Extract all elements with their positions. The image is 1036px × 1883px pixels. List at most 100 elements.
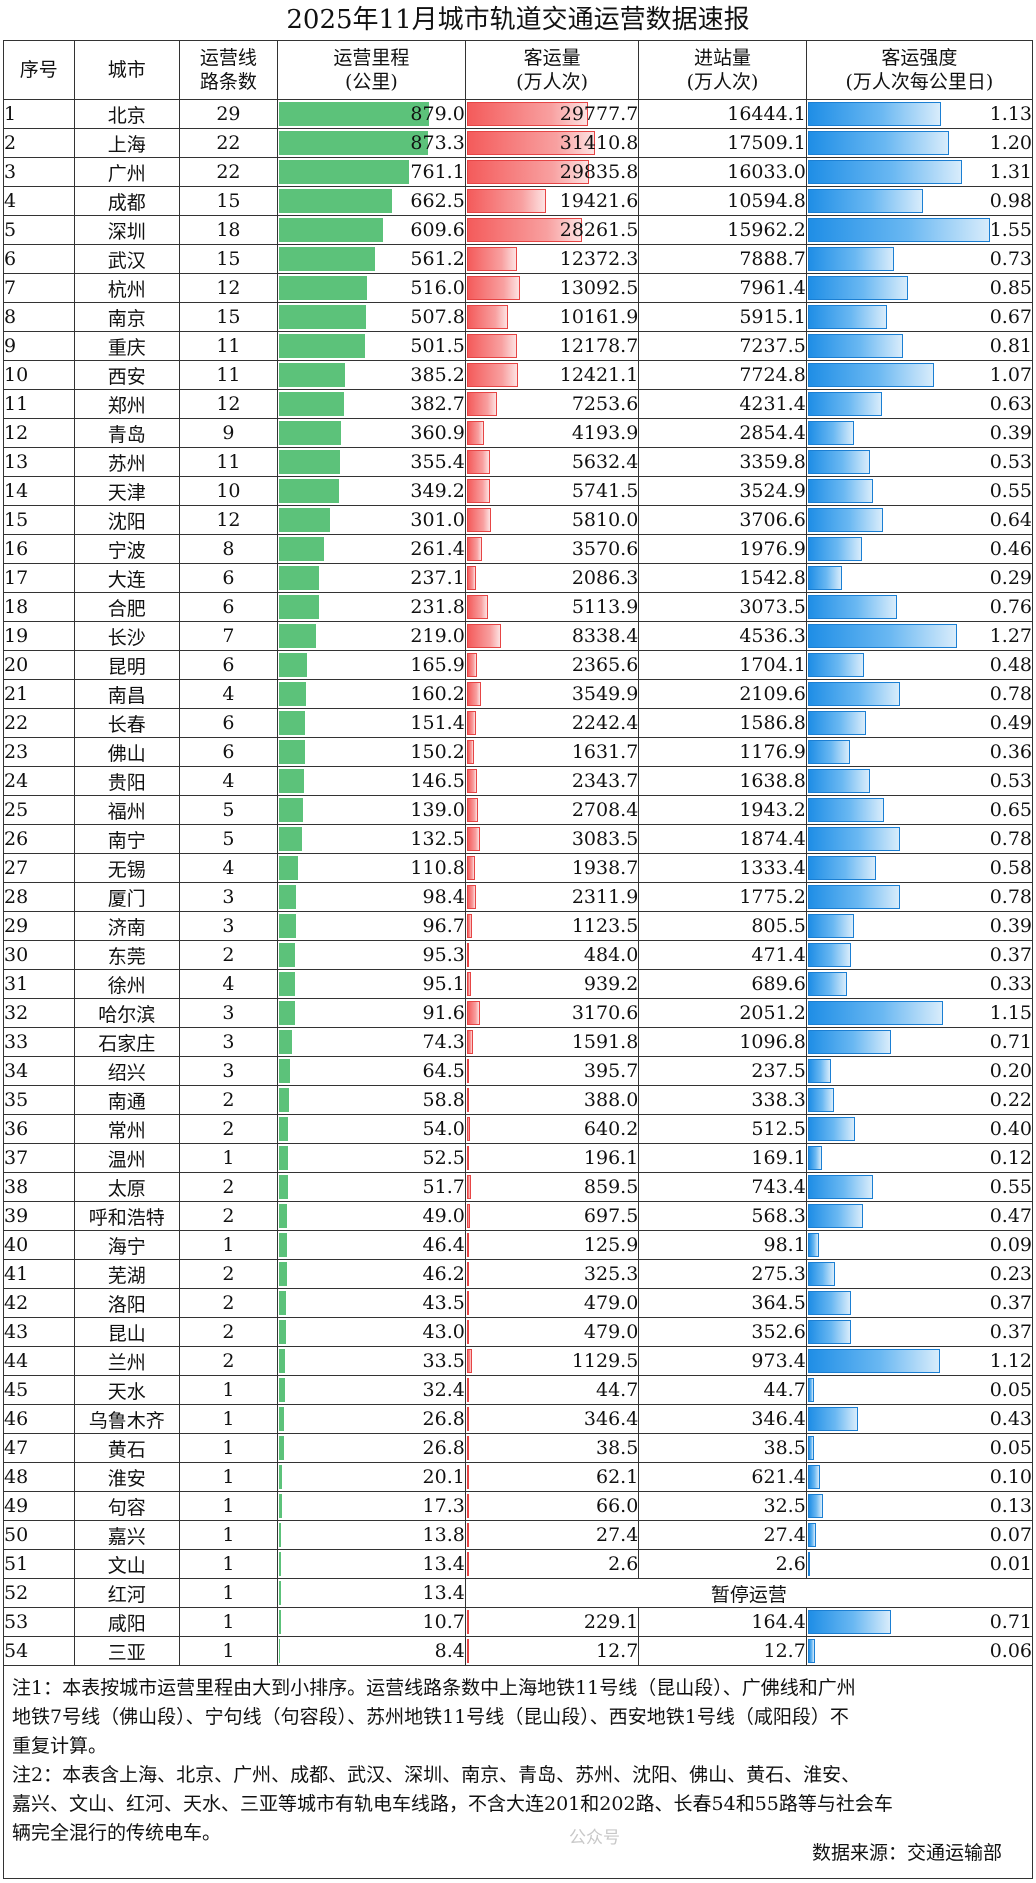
ridership-bar (466, 1001, 480, 1025)
km-value: 32.4 (422, 1379, 465, 1401)
row-index: 21 (3, 679, 75, 709)
row-city: 南通 (73, 1085, 180, 1115)
intensity-value: 1.13 (989, 103, 1032, 125)
intensity-value: 0.63 (989, 393, 1032, 415)
row-km: 382.7 (276, 389, 466, 419)
row-km: 54.0 (276, 1114, 466, 1144)
ridership-bar (466, 798, 478, 822)
ridership-bar (466, 1262, 469, 1286)
row-entries: 1943.2 (638, 795, 807, 825)
row-km: 349.2 (276, 476, 466, 506)
km-value: 26.8 (422, 1437, 465, 1459)
row-entries: 512.5 (638, 1114, 807, 1144)
row-lines: 7 (178, 621, 278, 651)
row-entries: 32.5 (638, 1491, 807, 1521)
row-entries: 805.5 (638, 911, 807, 941)
km-value: 43.0 (422, 1321, 465, 1343)
row-ridership: 2311.9 (464, 882, 640, 912)
row-index: 34 (3, 1056, 75, 1086)
row-entries: 1096.8 (638, 1027, 807, 1057)
row-intensity: 0.22 (805, 1085, 1034, 1115)
intensity-value: 0.23 (989, 1263, 1032, 1285)
table-row: 16 宁波 8 261.4 3570.6 1976.9 0.46 (3, 534, 1034, 564)
row-ridership: 395.7 (464, 1056, 640, 1086)
intensity-value: 1.20 (989, 132, 1032, 154)
intensity-value: 0.43 (989, 1408, 1032, 1430)
row-city: 北京 (73, 99, 180, 129)
row-lines: 1 (178, 1143, 278, 1173)
intensity-bar (807, 1610, 891, 1634)
row-city: 太原 (73, 1172, 180, 1202)
row-intensity: 1.31 (805, 157, 1034, 187)
ridership-bar (466, 1407, 469, 1431)
intensity-bar (807, 653, 864, 677)
row-ridership: 1123.5 (464, 911, 640, 941)
row-ridership: 5113.9 (464, 592, 640, 622)
row-lines: 4 (178, 853, 278, 883)
km-value: 360.9 (410, 422, 465, 444)
intensity-value: 0.20 (989, 1060, 1032, 1082)
row-intensity: 0.13 (805, 1491, 1034, 1521)
row-ridership: 28261.5 (464, 215, 640, 245)
km-bar (278, 305, 366, 329)
km-bar (278, 421, 341, 445)
notes-section: 注1：本表按城市运营里程由大到小排序。运营线路条数中上海地铁11号线（昆山段）、… (3, 1666, 1033, 1879)
intensity-value: 0.33 (989, 973, 1032, 995)
table-row: 18 合肥 6 231.8 5113.9 3073.5 0.76 (3, 592, 1034, 622)
row-index: 44 (3, 1346, 75, 1376)
intensity-value: 0.07 (989, 1524, 1032, 1546)
intensity-bar (807, 566, 842, 590)
row-intensity: 0.98 (805, 186, 1034, 216)
km-value: 231.8 (410, 596, 465, 618)
row-intensity: 0.09 (805, 1230, 1034, 1260)
ridership-bar (466, 1465, 469, 1489)
km-value: 13.8 (422, 1524, 465, 1546)
row-city: 重庆 (73, 331, 180, 361)
row-city: 无锡 (73, 853, 180, 883)
km-bar (278, 624, 316, 648)
row-city: 芜湖 (73, 1259, 180, 1289)
row-lines: 29 (178, 99, 278, 129)
intensity-value: 0.39 (989, 915, 1032, 937)
row-entries: 568.3 (638, 1201, 807, 1231)
ridership-bar (466, 1320, 469, 1344)
row-ridership: 640.2 (464, 1114, 640, 1144)
ridership-bar (466, 1030, 473, 1054)
km-bar (278, 479, 339, 503)
ridership-bar (466, 1552, 469, 1576)
row-km: 64.5 (276, 1056, 466, 1086)
row-lines: 1 (178, 1520, 278, 1550)
table-row: 50 嘉兴 1 13.8 27.4 27.4 0.07 (3, 1520, 1034, 1550)
row-index: 25 (3, 795, 75, 825)
intensity-value: 0.78 (989, 886, 1032, 908)
km-value: 49.0 (422, 1205, 465, 1227)
header-ridership: 客运量 (万人次) (464, 40, 640, 100)
ridership-value: 2311.9 (571, 886, 639, 908)
ridership-value: 3549.9 (571, 683, 639, 705)
intensity-bar (807, 1320, 851, 1344)
row-intensity: 0.71 (805, 1027, 1034, 1057)
row-entries: 4536.3 (638, 621, 807, 651)
ridership-value: 939.2 (583, 973, 639, 995)
intensity-bar (807, 102, 941, 126)
table-row: 7 杭州 12 516.0 13092.5 7961.4 0.85 (3, 273, 1034, 303)
intensity-bar (807, 1059, 831, 1083)
row-ridership: 2365.6 (464, 650, 640, 680)
intensity-value: 0.37 (989, 1321, 1032, 1343)
table-row: 54 三亚 1 8.4 12.7 12.7 0.06 (3, 1636, 1034, 1666)
row-city: 佛山 (73, 737, 180, 767)
table-row: 51 文山 1 13.4 2.6 2.6 0.01 (3, 1549, 1034, 1579)
row-intensity: 0.78 (805, 679, 1034, 709)
row-city: 昆山 (73, 1317, 180, 1347)
table-row: 43 昆山 2 43.0 479.0 352.6 0.37 (3, 1317, 1034, 1347)
row-city: 海宁 (73, 1230, 180, 1260)
row-lines: 18 (178, 215, 278, 245)
row-entries: 1976.9 (638, 534, 807, 564)
row-index: 54 (3, 1636, 75, 1666)
row-entries: 1176.9 (638, 737, 807, 767)
row-intensity: 0.48 (805, 650, 1034, 680)
intensity-bar (807, 305, 887, 329)
ridership-value: 5632.4 (571, 451, 639, 473)
row-lines: 1 (178, 1636, 278, 1666)
row-city: 红河 (73, 1578, 180, 1608)
